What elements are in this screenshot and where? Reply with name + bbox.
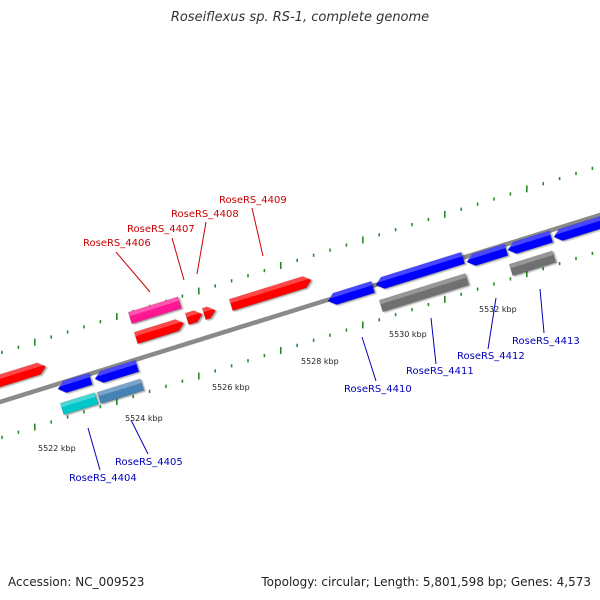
reverse-gene-label: RoseRS_4404 [69,473,137,484]
gene-arrow-highlight [507,230,551,249]
reverse-gene-label: RoseRS_4412 [457,351,525,362]
gene-arrow [0,362,47,389]
tick-labels: 5522 kbp 5524 kbp 5526 kbp 5528 kbp 5530 kbp… [38,305,517,453]
tick-label: 5524 kbp [125,414,163,423]
leader-line [87,427,101,471]
gene-arrow [127,296,182,325]
gene-arrow [507,230,554,254]
gene-arrow-highlight [97,378,142,397]
genome-title: Roseiflexus sp. RS-1, complete genome [170,10,430,25]
gene-arrow-highlight [466,244,506,261]
leader-line [430,317,437,365]
gene-arrow-highlight [379,273,467,305]
gene-arrow-highlight [57,373,90,388]
gene-arrow-highlight [185,310,202,318]
tick-label: 5522 kbp [38,444,76,453]
gene-arrow-highlight [553,216,600,236]
leader-line [171,237,185,281]
gene-arrow [553,216,600,241]
forward-gene-label: RoseRS_4409 [219,195,287,206]
leader-line [487,297,497,350]
genome-summary: Topology: circular; Length: 5,801,598 bp… [261,575,591,589]
gene-arrow-highlight [0,362,46,381]
gene-arrow [378,273,470,313]
gene-arrow [133,319,185,345]
gene-arrow-highlight [509,250,554,269]
tick-label: 5526 kbp [212,383,250,392]
gene-arrow [508,250,557,277]
leader-line [361,336,377,382]
inner-tick-ring [1,251,594,439]
reverse-gene-label: RoseRS_4405 [115,457,183,468]
outer-tick-ring [1,166,594,354]
gene-arrow-highlight [375,252,463,284]
gene-arrow-highlight [134,319,184,337]
leader-line [196,221,207,275]
gene-labels: RoseRS_4406 RoseRS_4407 RoseRS_4408 RoseRS_… [69,195,580,484]
reverse-gene-label: RoseRS_4411 [406,366,474,377]
accession-label: Accession: NC_009523 [8,575,145,589]
gene-arrow [184,310,203,326]
reverse-gene-label: RoseRS_4410 [344,384,412,395]
leader-line [251,207,264,257]
gene-arrow-highlight [128,296,180,317]
gene-arrow-highlight [229,276,311,304]
gene-arrow [201,306,216,321]
gene-arrow-highlight [94,360,137,378]
gene-arrow-highlight [202,306,215,313]
gene-arrow [327,280,376,305]
gene-arrow [466,243,509,266]
forward-gene-label: RoseRS_4407 [127,224,195,235]
leader-line [115,251,151,293]
gene-features [0,216,600,416]
leader-line [130,419,149,455]
gene-arrow-highlight [60,392,96,408]
gene-arrow [57,372,93,393]
tick-label: 5528 kbp [301,357,339,366]
reverse-gene-label: RoseRS_4413 [512,336,580,347]
gene-arrow [228,276,312,312]
tick-label: 5530 kbp [389,330,427,339]
gene-arrow [96,378,145,405]
tick-label: 5532 kbp [479,305,517,314]
forward-gene-label: RoseRS_4406 [83,238,151,249]
gene-arrow [94,359,140,383]
leader-line [539,288,545,334]
label-leader-lines [87,207,545,471]
gene-arrow [375,251,466,289]
forward-gene-label: RoseRS_4408 [171,209,239,220]
gene-arrow [59,392,99,416]
gene-arrow-highlight [327,281,373,300]
